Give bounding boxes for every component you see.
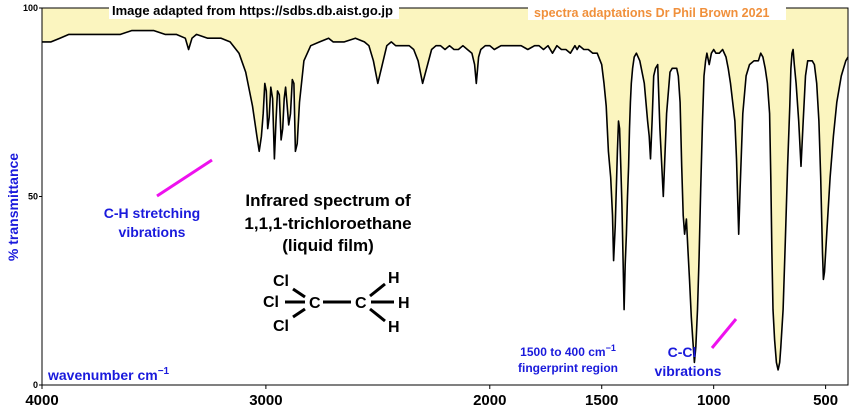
annotation-ccl-line-1: C-Cl [668, 344, 697, 360]
x-axis-label-text: wavenumber cm [47, 367, 158, 383]
annotation-fingerprint-line-2: fingerprint region [518, 361, 618, 375]
transmittance-fill [42, 8, 848, 370]
x-axis-label: wavenumber cm−1 [47, 366, 170, 383]
plot-frame [41, 7, 849, 386]
atom-cl-top: Cl [273, 273, 289, 290]
x-axis-label-superscript: −1 [158, 366, 170, 377]
chart-title: Infrared spectrum of [245, 191, 411, 210]
x-tick-label: 2000 [473, 392, 506, 409]
plot-area: 0 50 100 4000 3000 2000 1500 1000 500 [23, 3, 849, 409]
bond-c1-cl-top [292, 287, 306, 299]
y-tick-label: 50 [28, 192, 38, 202]
annotation-ccl-line-2: vibrations [655, 363, 722, 379]
annotation-fingerprint-line-1: 1500 to 400 cm−1 [520, 343, 616, 359]
atom-h-top: H [388, 270, 400, 287]
y-axis-label: % transmittance [5, 153, 21, 261]
chart-subtitle-line-2: (liquid film) [282, 236, 374, 255]
x-tick-label: 1000 [697, 392, 730, 409]
atom-h-bot: H [388, 319, 400, 336]
annotation-fingerprint-text: 1500 to 400 cm [520, 345, 605, 359]
bond-c2-h-top [369, 282, 386, 298]
annotation-fingerprint-superscript: −1 [606, 343, 616, 353]
credit-right-box [528, 2, 786, 20]
atom-cl-mid: Cl [263, 294, 279, 311]
atom-c1: C [309, 295, 321, 312]
bond-c1-cl-bot [292, 307, 306, 319]
molecule-structure: Cl Cl Cl C C H H H [263, 270, 410, 336]
annotation-ch-pointer [156, 158, 213, 198]
x-tick-label: 4000 [25, 392, 58, 409]
atom-h-mid: H [398, 295, 410, 312]
annotation-ch-line-1: C-H stretching [104, 205, 200, 221]
credit-left: Image adapted from https://sdbs.db.aist.… [112, 3, 393, 18]
spectrum-line [42, 29, 849, 371]
credit-right: spectra adaptations Dr Phil Brown 2021 [534, 6, 770, 20]
credit-left-box [109, 1, 399, 19]
x-tick-label: 1500 [585, 392, 618, 409]
chart-subtitle-line-1: 1,1,1-trichloroethane [244, 214, 411, 233]
y-tick-label: 100 [23, 3, 38, 13]
x-tick-label: 500 [813, 392, 838, 409]
annotation-ccl-pointer [710, 318, 738, 349]
annotation-ch-line-2: vibrations [119, 224, 186, 240]
bond-c2-h-bot [369, 307, 386, 323]
atom-c2: C [355, 295, 367, 312]
y-tick-label: 0 [33, 380, 38, 390]
atom-cl-bot: Cl [273, 318, 289, 335]
x-tick-label: 3000 [249, 392, 282, 409]
